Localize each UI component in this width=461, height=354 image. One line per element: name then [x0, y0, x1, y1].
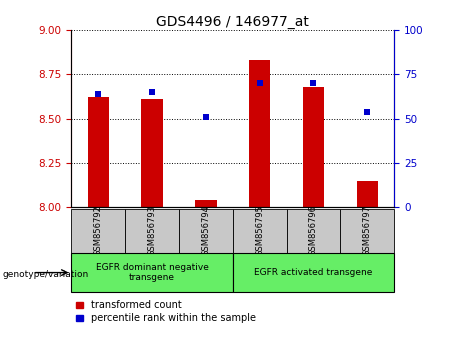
Title: GDS4496 / 146977_at: GDS4496 / 146977_at: [156, 15, 309, 29]
Legend: transformed count, percentile rank within the sample: transformed count, percentile rank withi…: [77, 301, 256, 323]
Bar: [195, 200, 217, 207]
Bar: [303, 87, 324, 207]
Bar: [356, 181, 378, 207]
Bar: [179, 209, 233, 253]
Bar: [340, 209, 394, 253]
Bar: [71, 253, 233, 292]
Bar: [233, 253, 394, 292]
Bar: [71, 209, 125, 253]
Text: EGFR dominant negative
transgene: EGFR dominant negative transgene: [96, 263, 208, 282]
Text: genotype/variation: genotype/variation: [2, 270, 89, 279]
Text: GSM856796: GSM856796: [309, 205, 318, 257]
Text: GSM856797: GSM856797: [363, 205, 372, 257]
Text: GSM856794: GSM856794: [201, 206, 210, 256]
Bar: [249, 60, 271, 207]
Bar: [125, 209, 179, 253]
Bar: [88, 97, 109, 207]
Bar: [287, 209, 340, 253]
Text: EGFR activated transgene: EGFR activated transgene: [254, 268, 372, 277]
Text: GSM856792: GSM856792: [94, 206, 103, 256]
Text: GSM856795: GSM856795: [255, 206, 264, 256]
Bar: [142, 99, 163, 207]
Bar: [233, 209, 287, 253]
Text: GSM856793: GSM856793: [148, 205, 157, 257]
